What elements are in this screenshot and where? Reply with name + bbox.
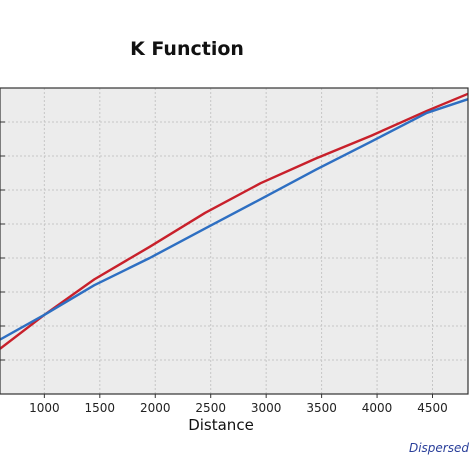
axis-frame	[0, 87, 469, 398]
x-tick-label: 3500	[306, 401, 337, 415]
x-tick-label: 2500	[195, 401, 226, 415]
x-tick-label: 2000	[140, 401, 171, 415]
expected-k-line	[0, 98, 469, 341]
plot-frame	[0, 87, 469, 395]
observed-k-line	[0, 92, 469, 350]
chart-title: K Function	[130, 38, 244, 60]
dispersed-footer-text: Dispersed	[409, 441, 469, 455]
x-tick-label: 4500	[417, 401, 448, 415]
x-tick-label: 1500	[85, 401, 116, 415]
x-tick-label: 1000	[29, 401, 60, 415]
x-axis-label: Distance	[188, 416, 254, 434]
plot-area	[0, 88, 468, 394]
x-tick-label: 4000	[362, 401, 393, 415]
series-lines	[0, 92, 469, 350]
grid-lines	[0, 88, 468, 394]
x-tick-labels: 1000 1500 2000 2500 3000 3500 4000 4500	[29, 401, 448, 415]
x-tick-label: 3000	[251, 401, 282, 415]
